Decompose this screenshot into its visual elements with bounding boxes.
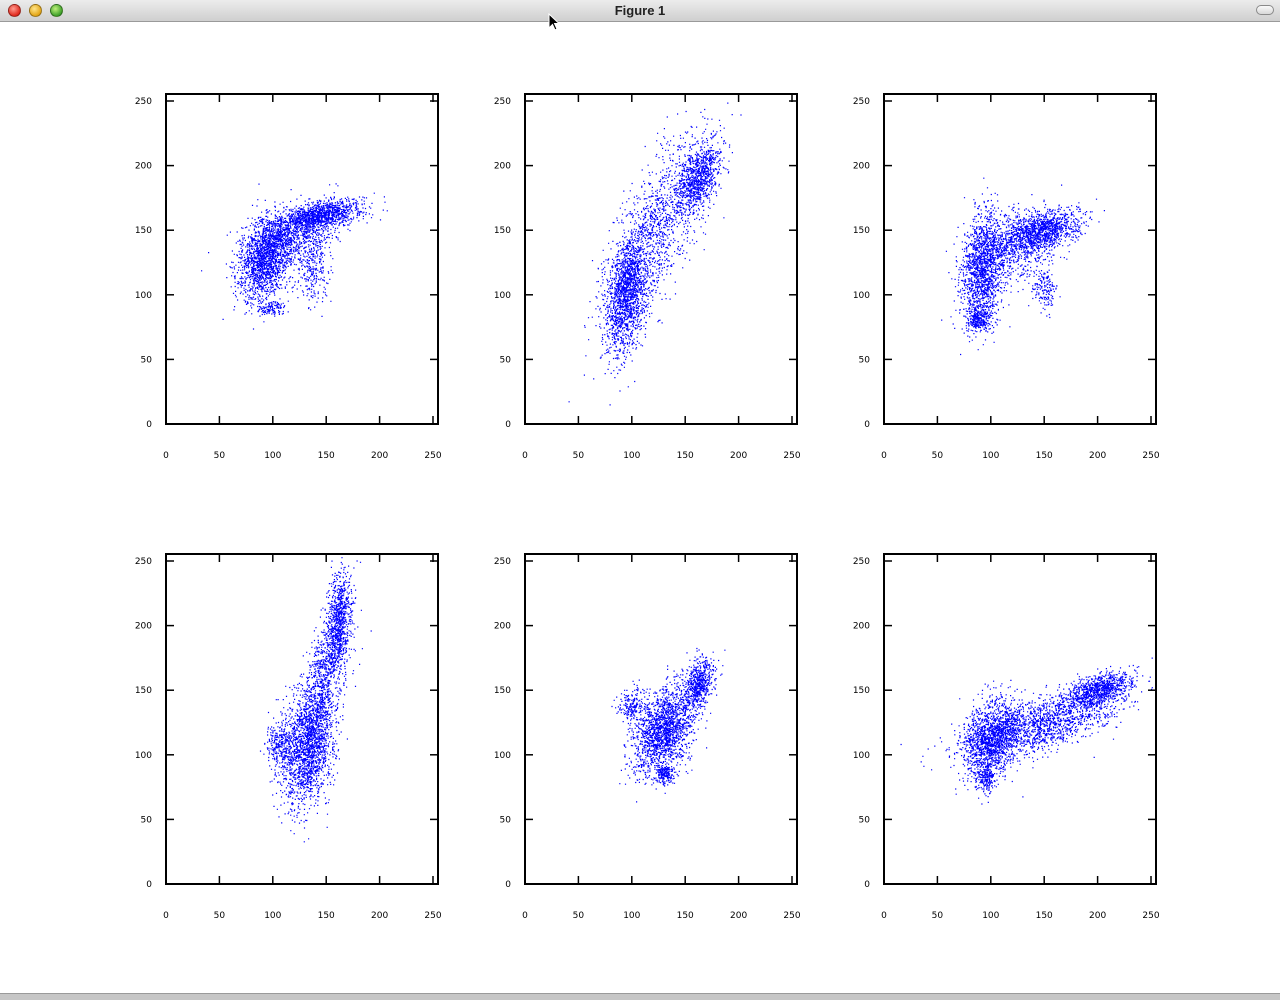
y-tick-label: 50 [141,815,153,825]
y-tick-label: 0 [146,420,152,430]
window-bottom-bar [0,993,1280,1000]
x-tick-label: 250 [783,451,800,461]
y-tick-label: 100 [135,291,152,301]
y-tick-label: 100 [494,751,511,761]
y-tick-label: 250 [494,97,511,107]
x-tick-label: 50 [214,451,226,461]
x-tick-label: 50 [932,451,944,461]
y-tick-label: 200 [494,162,511,172]
y-tick-label: 200 [853,162,870,172]
x-tick-label: 0 [881,911,887,921]
y-tick-label: 250 [853,97,870,107]
y-tick-label: 100 [494,291,511,301]
x-tick-label: 200 [1089,911,1106,921]
y-tick-label: 150 [494,226,511,236]
axes-frame [165,553,439,885]
x-tick-label: 0 [163,911,169,921]
x-tick-label: 50 [932,911,944,921]
y-tick-label: 250 [494,557,511,567]
x-tick-label: 150 [677,911,694,921]
y-tick-label: 50 [859,355,871,365]
y-tick-label: 50 [859,815,871,825]
y-tick-label: 200 [853,622,870,632]
x-tick-label: 100 [982,911,999,921]
x-tick-label: 50 [214,911,226,921]
x-tick-label: 150 [677,451,694,461]
axes-frame [524,93,798,425]
mouse-pointer-icon [548,13,560,31]
x-tick-label: 0 [163,451,169,461]
x-tick-label: 200 [1089,451,1106,461]
x-tick-label: 250 [1142,911,1159,921]
y-tick-label: 150 [853,226,870,236]
axes-frame [883,93,1157,425]
x-tick-label: 0 [522,451,528,461]
x-tick-label: 200 [730,911,747,921]
scatter-points [568,102,742,406]
y-tick-label: 250 [135,97,152,107]
subplot-row-1-col-1: 0 50 100 150 200 250 0 50 100 150 200 250 [135,93,442,461]
scatter-points [201,183,388,330]
x-tick-label: 250 [1142,451,1159,461]
subplot-row-1-col-3: 0 50 100 150 200 250 0 50 100 150 200 250 [853,93,1160,461]
axes-frame [165,93,439,425]
y-tick-label: 50 [500,815,512,825]
y-tick-label: 200 [494,622,511,632]
x-tick-label: 250 [783,911,800,921]
toolbar-toggle-icon[interactable] [1256,5,1274,15]
y-tick-label: 200 [135,622,152,632]
close-icon[interactable] [8,4,21,17]
x-tick-label: 200 [371,451,388,461]
subplot-row-2-col-3: 0 50 100 150 200 250 0 50 100 150 200 250 [853,553,1160,921]
axes-frame [524,553,798,885]
x-tick-label: 150 [318,911,335,921]
y-tick-label: 150 [494,686,511,696]
y-tick-label: 100 [853,751,870,761]
y-tick-label: 250 [853,557,870,567]
y-tick-label: 0 [505,880,511,890]
subplot-row-2-col-1: 0 50 100 150 200 250 0 50 100 150 200 250 [135,553,442,921]
x-tick-label: 100 [982,451,999,461]
axes-frame [883,553,1157,885]
y-tick-label: 0 [146,880,152,890]
y-tick-label: 0 [505,420,511,430]
figure-canvas: 0 50 100 150 200 250 0 50 100 150 200 250 0 50 100 150 2… [135,93,1160,921]
y-tick-label: 50 [141,355,153,365]
x-tick-label: 250 [424,911,441,921]
y-tick-label: 50 [500,355,512,365]
y-tick-label: 200 [135,162,152,172]
y-tick-label: 150 [853,686,870,696]
x-tick-label: 100 [623,911,640,921]
y-tick-label: 150 [135,686,152,696]
scatter-points [259,557,372,843]
x-tick-label: 150 [318,451,335,461]
y-tick-label: 100 [853,291,870,301]
x-tick-label: 100 [623,451,640,461]
x-tick-label: 0 [522,911,528,921]
y-tick-label: 150 [135,226,152,236]
x-tick-label: 200 [371,911,388,921]
x-tick-label: 100 [264,451,281,461]
scatter-points [941,177,1105,356]
x-tick-label: 50 [573,451,585,461]
x-tick-label: 0 [881,451,887,461]
x-tick-label: 200 [730,451,747,461]
x-tick-label: 250 [424,451,441,461]
x-tick-label: 50 [573,911,585,921]
minimize-icon[interactable] [29,4,42,17]
window-title: Figure 1 [614,3,666,18]
zoom-icon[interactable] [50,4,63,17]
x-tick-label: 150 [1036,451,1053,461]
y-tick-label: 0 [864,420,870,430]
scatter-points [611,647,726,803]
subplot-row-2-col-2: 0 50 100 150 200 250 0 50 100 150 200 250 [494,553,801,921]
y-tick-label: 0 [864,880,870,890]
window-titlebar[interactable]: Figure 1 [0,0,1280,22]
scatter-points [900,657,1153,805]
subplot-row-1-col-2: 0 50 100 150 200 250 0 50 100 150 200 250 [494,93,801,461]
x-tick-label: 150 [1036,911,1053,921]
x-tick-label: 100 [264,911,281,921]
y-tick-label: 100 [135,751,152,761]
y-tick-label: 250 [135,557,152,567]
